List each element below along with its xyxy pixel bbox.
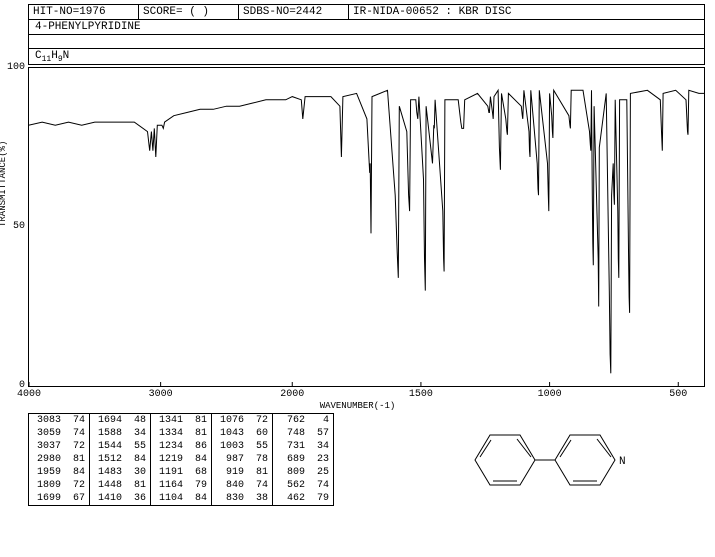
xtick: 3000	[149, 389, 173, 400]
xtick: 500	[669, 389, 687, 400]
peak-row: 119168	[151, 466, 211, 479]
bottom-panel: 3083743059743037722980811959841809721699…	[28, 413, 705, 506]
peak-table: 3083743059743037722980811959841809721699…	[28, 413, 334, 506]
method: IR-NIDA-00652 : KBR DISC	[349, 5, 704, 19]
molecule-structure: N	[364, 413, 705, 506]
peak-row: 123486	[151, 440, 211, 453]
peak-row: 308374	[29, 414, 89, 427]
peak-row: 151284	[90, 453, 150, 466]
peak-row: 154455	[90, 440, 150, 453]
peak-row: 144881	[90, 479, 150, 492]
peak-row: 180972	[29, 479, 89, 492]
peak-col: 1341811334811234861219841191681164791104…	[151, 414, 212, 505]
xtick: 1500	[409, 389, 433, 400]
peak-row: 158834	[90, 427, 150, 440]
svg-text:N: N	[619, 456, 626, 468]
xtick: 1000	[538, 389, 562, 400]
peak-row: 169967	[29, 492, 89, 505]
peak-row: 56274	[273, 479, 333, 492]
peak-row: 110484	[151, 492, 211, 505]
peak-row: 100355	[212, 440, 272, 453]
x-axis-label: WAVENUMBER(-1)	[0, 401, 715, 411]
ytick: 50	[7, 221, 25, 232]
peak-row: 98778	[212, 453, 272, 466]
xtick: 4000	[17, 389, 41, 400]
spectrum-svg	[29, 68, 704, 386]
peak-row: 298081	[29, 453, 89, 466]
hit-no: HIT-NO=1976	[29, 5, 139, 19]
peak-col: 10767210436010035598778919818407483038	[212, 414, 273, 505]
peak-row: 73134	[273, 440, 333, 453]
peak-row: 116479	[151, 479, 211, 492]
score: SCORE= ( )	[139, 5, 239, 19]
peak-row: 148330	[90, 466, 150, 479]
peak-row: 91981	[212, 466, 272, 479]
blank-row	[28, 35, 705, 49]
peak-row: 107672	[212, 414, 272, 427]
peak-row: 80925	[273, 466, 333, 479]
y-axis-label: TRANSMITTANCE(%)	[0, 141, 8, 227]
peak-row: 195984	[29, 466, 89, 479]
peak-row: 121984	[151, 453, 211, 466]
peak-row: 303772	[29, 440, 89, 453]
xtick: 2000	[280, 389, 304, 400]
peak-row: 68923	[273, 453, 333, 466]
peak-row: 134181	[151, 414, 211, 427]
peak-row: 169448	[90, 414, 150, 427]
spectrum-chart: TRANSMITTANCE(%) 05010040003000200015001…	[28, 67, 705, 387]
peak-row: 104360	[212, 427, 272, 440]
formula: C11H9N	[28, 49, 705, 65]
peak-col: 1694481588341544551512841483301448811410…	[90, 414, 151, 505]
peak-col: 7624748577313468923809255627446279	[273, 414, 333, 505]
peak-row: 305974	[29, 427, 89, 440]
peak-row: 84074	[212, 479, 272, 492]
peak-row: 74857	[273, 427, 333, 440]
peak-row: 7624	[273, 414, 333, 427]
header-bar: HIT-NO=1976 SCORE= ( ) SDBS-NO=2442 IR-N…	[28, 4, 705, 20]
peak-row: 141036	[90, 492, 150, 505]
peak-row: 46279	[273, 492, 333, 505]
peak-row: 133481	[151, 427, 211, 440]
compound-title: 4-PHENYLPYRIDINE	[28, 20, 705, 35]
peak-row: 83038	[212, 492, 272, 505]
sdbs-no: SDBS-NO=2442	[239, 5, 349, 19]
molecule-svg: N	[435, 415, 635, 505]
peak-col: 3083743059743037722980811959841809721699…	[29, 414, 90, 505]
ytick: 100	[7, 62, 25, 73]
